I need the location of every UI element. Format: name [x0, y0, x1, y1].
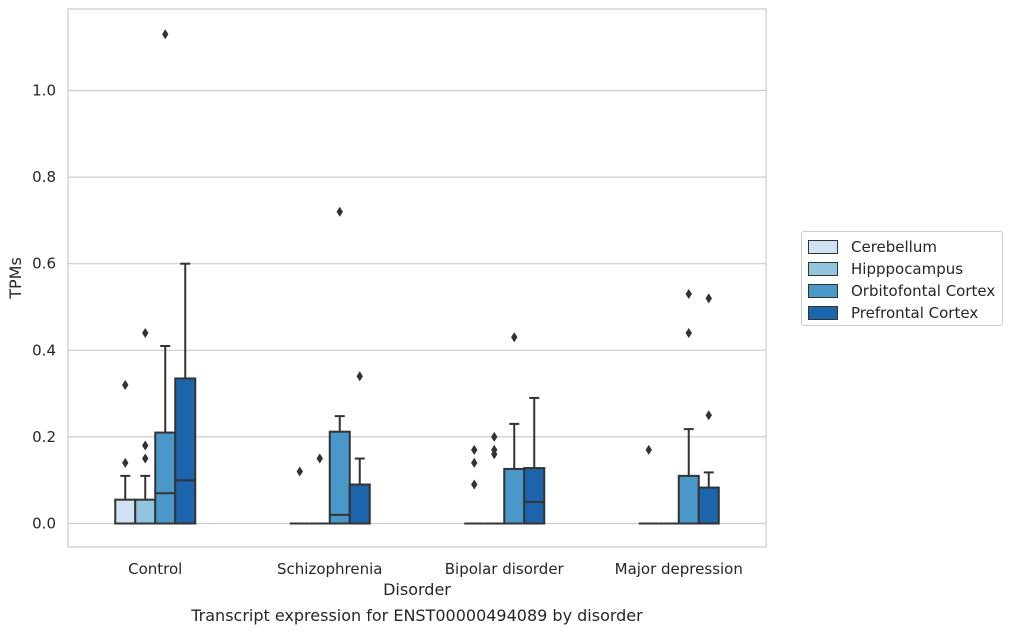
boxes-layer [114, 29, 720, 525]
x-tick-label: Control [128, 560, 182, 578]
outlier-point [162, 29, 169, 40]
plot-frame [67, 8, 767, 548]
legend-item: Prefrontal Cortex [808, 302, 1002, 324]
outlier-point [705, 410, 712, 421]
figure-caption: Transcript expression for ENST0000049408… [191, 606, 643, 625]
outlier-point [356, 371, 363, 382]
outlier-point [142, 327, 149, 338]
box-cerebellum [638, 444, 659, 525]
legend-swatch [808, 306, 838, 320]
box-hipppocampus [134, 327, 157, 525]
outlier-point [122, 457, 129, 468]
outlier-point [471, 479, 478, 490]
y-tick-label: 1.0 [32, 82, 56, 100]
outlier-point [685, 289, 692, 300]
outlier-point [685, 327, 692, 338]
legend-label: Prefrontal Cortex [851, 304, 979, 322]
box-hipppocampus [309, 453, 330, 525]
box-body [114, 498, 137, 525]
box-prefrontal-cortex [348, 371, 371, 525]
legend: Cerebellum Hipppocampus Orbitofontal Corte… [801, 231, 1003, 326]
box-body [503, 467, 526, 525]
box-body [134, 498, 157, 525]
box-body [523, 467, 546, 525]
box-prefrontal-cortex [174, 262, 197, 525]
outlier-point [705, 293, 712, 304]
x-tick-labels: Control Schizophrenia Bipolar disorder Majo… [128, 560, 743, 578]
x-tick-label: Schizophrenia [277, 560, 382, 578]
box-body [328, 430, 351, 525]
outlier-point [491, 431, 498, 442]
x-tick-label: Major depression [615, 560, 743, 578]
outlier-point [471, 457, 478, 468]
x-axis-title: Disorder [383, 580, 451, 599]
y-tick-labels: 0.0 0.2 0.4 0.6 0.8 1.0 [32, 82, 56, 533]
box-orbitofontal-cortex [154, 29, 177, 525]
box-body [174, 377, 197, 525]
outlier-point [142, 440, 149, 451]
legend-label: Orbitofontal Cortex [851, 282, 996, 300]
y-axis-title: TPMs [6, 257, 25, 300]
legend-swatch [808, 262, 838, 276]
outlier-point [122, 379, 129, 390]
legend-item: Hipppocampus [808, 258, 1002, 280]
legend-label: Cerebellum [851, 238, 937, 256]
outlier-point [645, 444, 652, 455]
box-body [348, 483, 371, 525]
y-tick-label: 0.8 [32, 168, 56, 186]
box-orbitofontal-cortex [328, 206, 351, 525]
y-tick-label: 0.2 [32, 428, 56, 446]
legend-item: Cerebellum [808, 236, 1002, 258]
box-body [677, 474, 700, 525]
legend-label: Hipppocampus [851, 260, 964, 278]
legend-item: Orbitofontal Cortex [808, 280, 1002, 302]
outlier-point [336, 206, 343, 217]
legend-swatch [808, 284, 838, 298]
outlier-point [296, 466, 303, 477]
outlier-point [491, 444, 498, 455]
outlier-point [316, 453, 323, 464]
y-tick-label: 0.6 [32, 255, 56, 273]
outlier-point [142, 453, 149, 464]
box-cerebellum [114, 379, 137, 525]
box-cerebellum [289, 466, 310, 525]
box-orbitofontal-cortex [677, 289, 700, 525]
legend-swatch [808, 240, 838, 254]
y-tick-label: 0.4 [32, 341, 56, 359]
box-prefrontal-cortex [697, 293, 720, 525]
box-cerebellum [464, 444, 485, 525]
box-hipppocampus [484, 431, 505, 525]
outlier-point [471, 444, 478, 455]
box-body [697, 486, 720, 525]
outlier-point [511, 332, 518, 343]
x-tick-label: Bipolar disorder [445, 560, 565, 578]
box-prefrontal-cortex [523, 396, 546, 525]
box-body [154, 431, 177, 525]
y-tick-label: 0.0 [32, 515, 56, 533]
box-orbitofontal-cortex [503, 332, 526, 525]
